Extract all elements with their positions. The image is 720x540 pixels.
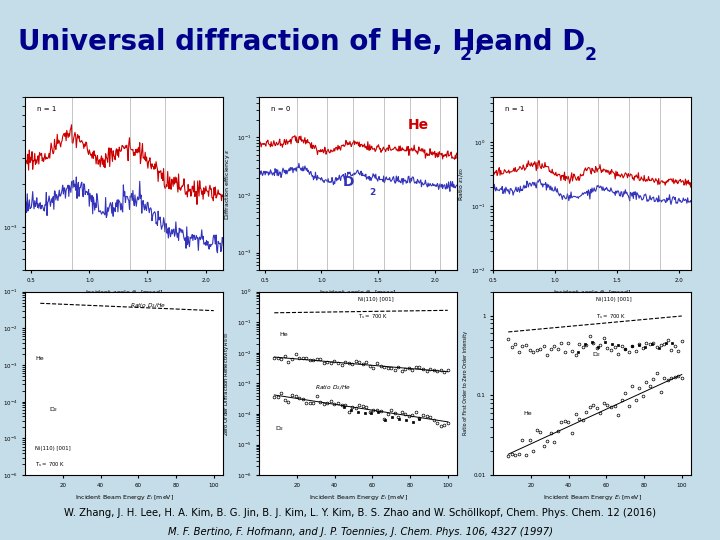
Text: Ni(110) [001]: Ni(110) [001]	[359, 297, 394, 302]
Text: D$_2$: D$_2$	[593, 350, 601, 359]
Text: T$_s$ = 700 K: T$_s$ = 700 K	[596, 312, 626, 321]
Text: 2: 2	[459, 46, 472, 64]
Text: D$_2$: D$_2$	[275, 424, 284, 433]
X-axis label: Incident Beam Energy $E_i$ [meV]: Incident Beam Energy $E_i$ [meV]	[75, 494, 174, 502]
Text: Ni(110) [001]: Ni(110) [001]	[35, 446, 71, 451]
Text: n = 0: n = 0	[271, 106, 290, 112]
X-axis label: Incident angle $\theta_n$ [mrac]: Incident angle $\theta_n$ [mrac]	[320, 288, 397, 297]
Text: n = 1: n = 1	[37, 106, 56, 112]
Text: He: He	[523, 411, 531, 416]
Text: Ratio D$_2$/He: Ratio D$_2$/He	[315, 383, 351, 392]
Text: D: D	[343, 175, 354, 189]
Text: W. Zhang, J. H. Lee, H. A. Kim, B. G. Jin, B. J. Kim, L. Y. Kim, B. S. Zhao and : W. Zhang, J. H. Lee, H. A. Kim, B. G. Ji…	[64, 508, 656, 518]
Y-axis label: Ratio of First Order to Zero Order Intensity: Ratio of First Order to Zero Order Inten…	[463, 332, 468, 435]
Text: Ni(110) [001]: Ni(110) [001]	[596, 297, 632, 302]
Text: n = 1: n = 1	[505, 106, 524, 112]
Text: M. F. Bertino, F. Hofmann, and J. P. Toennies, J. Chem. Phys. 106, 4327 (1997): M. F. Bertino, F. Hofmann, and J. P. Toe…	[168, 527, 552, 537]
X-axis label: Incident Beam Energy $E_i$ [meV]: Incident Beam Energy $E_i$ [meV]	[543, 494, 642, 502]
Text: T$_s$ = 700 K: T$_s$ = 700 K	[35, 461, 66, 469]
Text: 2: 2	[585, 46, 597, 64]
Y-axis label: Zero Order Diffraction Reflectivity $R_{0/00}$: Zero Order Diffraction Reflectivity $R_{…	[223, 331, 231, 436]
Text: , and D: , and D	[474, 28, 585, 56]
Text: 2: 2	[369, 188, 375, 197]
Text: He: He	[408, 118, 429, 132]
X-axis label: Incident Beam Energy $E_i$ [meV]: Incident Beam Energy $E_i$ [meV]	[309, 494, 408, 502]
Text: Ratio D$_2$/He: Ratio D$_2$/He	[130, 301, 166, 309]
X-axis label: Incident angle $\theta_n$ [mrad]: Incident angle $\theta_n$ [mrad]	[85, 288, 163, 297]
Text: He: He	[35, 356, 44, 361]
X-axis label: Incident angle $\theta_n$ [mrad]: Incident angle $\theta_n$ [mrad]	[553, 288, 631, 297]
Text: He: He	[279, 332, 287, 337]
Y-axis label: Ratio $\varepsilon_1/\varepsilon_0$: Ratio $\varepsilon_1/\varepsilon_0$	[456, 166, 466, 201]
Text: D$_2$: D$_2$	[49, 406, 58, 414]
Text: T$_s$ = 700 K: T$_s$ = 700 K	[359, 312, 389, 321]
Y-axis label: Diffraction efficiency $\varepsilon$: Diffraction efficiency $\varepsilon$	[222, 147, 232, 220]
Text: Universal diffraction of He, He: Universal diffraction of He, He	[18, 28, 495, 56]
